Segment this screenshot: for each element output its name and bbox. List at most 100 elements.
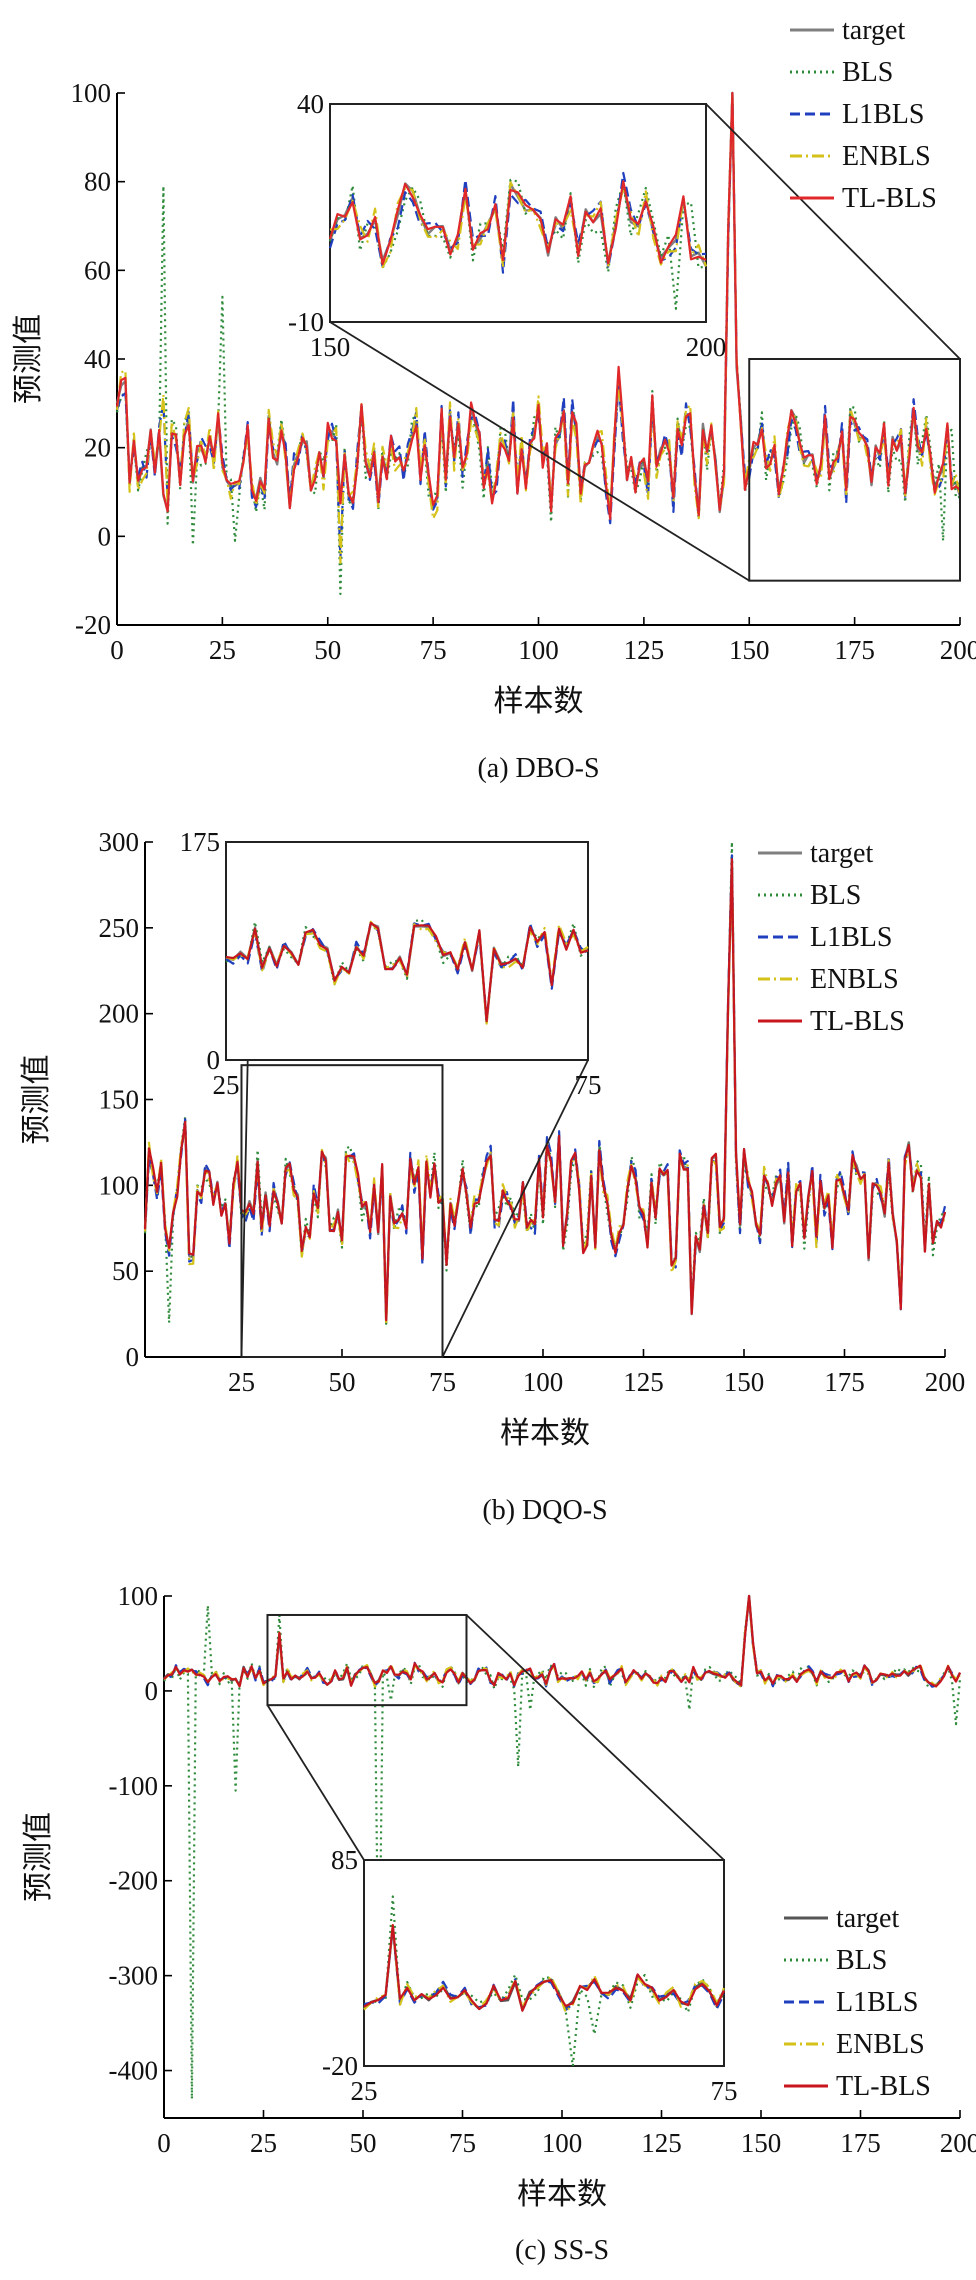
y-tick-label: 250 <box>99 913 140 943</box>
y-tick-label: -100 <box>109 1771 159 1801</box>
x-tick-label: 50 <box>350 2128 377 2158</box>
y-tick-label: 20 <box>84 433 111 463</box>
y-tick-label: 40 <box>84 344 111 374</box>
x-tick-label: 200 <box>925 1367 966 1397</box>
legend-label: BLS <box>842 57 893 88</box>
x-tick-label: 25 <box>250 2128 277 2158</box>
legend-label: ENBLS <box>842 141 931 172</box>
inset-y-tick-label: 0 <box>207 1045 221 1075</box>
y-tick-label: -20 <box>75 610 111 640</box>
panel-c: 0 25 50 75 100 125 150 175 200 -400 -300 -200 -100 0 1… <box>22 1581 976 2266</box>
legend-label: target <box>842 15 905 46</box>
x-tick-label: 175 <box>824 1367 865 1397</box>
x-tick-label: 0 <box>110 635 124 665</box>
series-line-tl-bls <box>163 1594 962 1688</box>
x-tick-label: 150 <box>729 635 770 665</box>
zoom-connector-line <box>705 103 961 360</box>
inset-x-tick-label: 150 <box>310 332 351 362</box>
zoom-region-box <box>240 1064 444 1358</box>
series-line-tl-bls <box>328 180 707 266</box>
y-tick-label: 200 <box>99 999 140 1029</box>
inset-x-tick-label: 25 <box>213 1070 240 1100</box>
legend: target BLS L1BLS ENBLS TL-BLS <box>758 838 905 1037</box>
inset-y-tick-label: -20 <box>322 2051 358 2081</box>
inset-series-group <box>328 171 708 310</box>
x-tick-label: 100 <box>518 635 559 665</box>
inset-x-tick-label: 25 <box>351 2076 378 2106</box>
inset-series-group <box>225 918 589 1025</box>
y-tick-label: 80 <box>84 167 111 197</box>
inset-x-tick-label: 200 <box>686 332 727 362</box>
y-tick-label: 150 <box>99 1085 140 1115</box>
zoom-connector-line <box>266 1704 365 1861</box>
panel-caption: (b) DQO-S <box>482 1495 607 1526</box>
x-tick-label: 50 <box>328 1367 355 1397</box>
legend-label: L1BLS <box>810 922 892 953</box>
y-tick-label: 300 <box>99 827 140 857</box>
x-tick-label: 125 <box>641 2128 682 2158</box>
x-tick-label: 25 <box>228 1367 255 1397</box>
main-series-group <box>115 91 962 596</box>
zoom-connector-line <box>329 321 750 582</box>
legend-label: TL-BLS <box>810 1006 905 1037</box>
series-line-tl-bls <box>115 91 961 520</box>
y-tick-label: 60 <box>84 255 111 285</box>
x-tick-label: 125 <box>624 635 665 665</box>
x-tick-label: 0 <box>157 2128 171 2158</box>
zoom-region-box <box>266 1613 468 1707</box>
x-tick-label: 75 <box>449 2128 476 2158</box>
series-line-bls <box>363 1895 725 2068</box>
legend: target BLS L1BLS ENBLS TL-BLS <box>790 15 937 214</box>
legend-label: BLS <box>836 1945 887 1976</box>
x-tick-label: 75 <box>420 635 447 665</box>
main-series-group <box>163 1594 962 2101</box>
y-tick-label: 0 <box>98 521 112 551</box>
x-tick-label: 200 <box>940 635 976 665</box>
x-tick-label: 25 <box>209 635 236 665</box>
y-tick-label: 100 <box>71 78 112 108</box>
inset-y-tick-label: -10 <box>288 307 324 337</box>
zoom-connector-line <box>465 1614 725 1861</box>
legend-label: L1BLS <box>842 99 924 130</box>
y-tick-label: 100 <box>118 1581 159 1611</box>
x-tick-label: 100 <box>542 2128 583 2158</box>
legend-label: TL-BLS <box>842 183 937 214</box>
x-axis-label: 样本数 <box>500 1417 590 1450</box>
legend-label: target <box>810 838 873 869</box>
x-tick-label: 175 <box>840 2128 881 2158</box>
legend-label: target <box>836 1903 899 1934</box>
panel-caption: (c) SS-S <box>515 2235 609 2266</box>
y-axis-label: 预测值 <box>12 314 45 404</box>
zoom-connector-line <box>240 1059 249 1358</box>
x-tick-label: 150 <box>724 1367 765 1397</box>
x-tick-label: 50 <box>314 635 341 665</box>
legend-label: ENBLS <box>836 2029 925 2060</box>
y-tick-label: 0 <box>126 1342 140 1372</box>
zoom-connector-line <box>441 1059 589 1358</box>
x-tick-label: 200 <box>940 2128 976 2158</box>
legend-label: L1BLS <box>836 1987 918 2018</box>
y-tick-label: 100 <box>99 1170 140 1200</box>
main-series-group <box>143 840 947 1326</box>
panel-caption: (a) DBO-S <box>477 753 599 784</box>
inset-series-group <box>363 1895 726 2068</box>
series-line-tl-bls <box>363 1924 725 2012</box>
inset-y-tick-label: 175 <box>180 827 221 857</box>
inset-frame <box>363 1859 725 2067</box>
y-axis-label: 预测值 <box>20 1055 53 1145</box>
legend-label: ENBLS <box>810 964 899 995</box>
x-tick-label: 75 <box>429 1367 456 1397</box>
x-tick-label: 150 <box>741 2128 782 2158</box>
legend: target BLS L1BLS ENBLS TL-BLS <box>784 1903 931 2102</box>
inset-x-tick-label: 75 <box>711 2076 738 2106</box>
panel-a: 0 25 50 75 100 125 150 175 200-20020406080100样本数… <box>12 15 976 784</box>
y-tick-label: -300 <box>109 1961 159 1991</box>
x-tick-label: 100 <box>523 1367 564 1397</box>
y-tick-label: -400 <box>109 2056 159 2086</box>
x-tick-label: 125 <box>623 1367 664 1397</box>
y-tick-label: 0 <box>145 1676 159 1706</box>
y-tick-label: 50 <box>112 1256 139 1286</box>
legend-label: BLS <box>810 880 861 911</box>
inset-y-tick-label: 85 <box>331 1845 358 1875</box>
